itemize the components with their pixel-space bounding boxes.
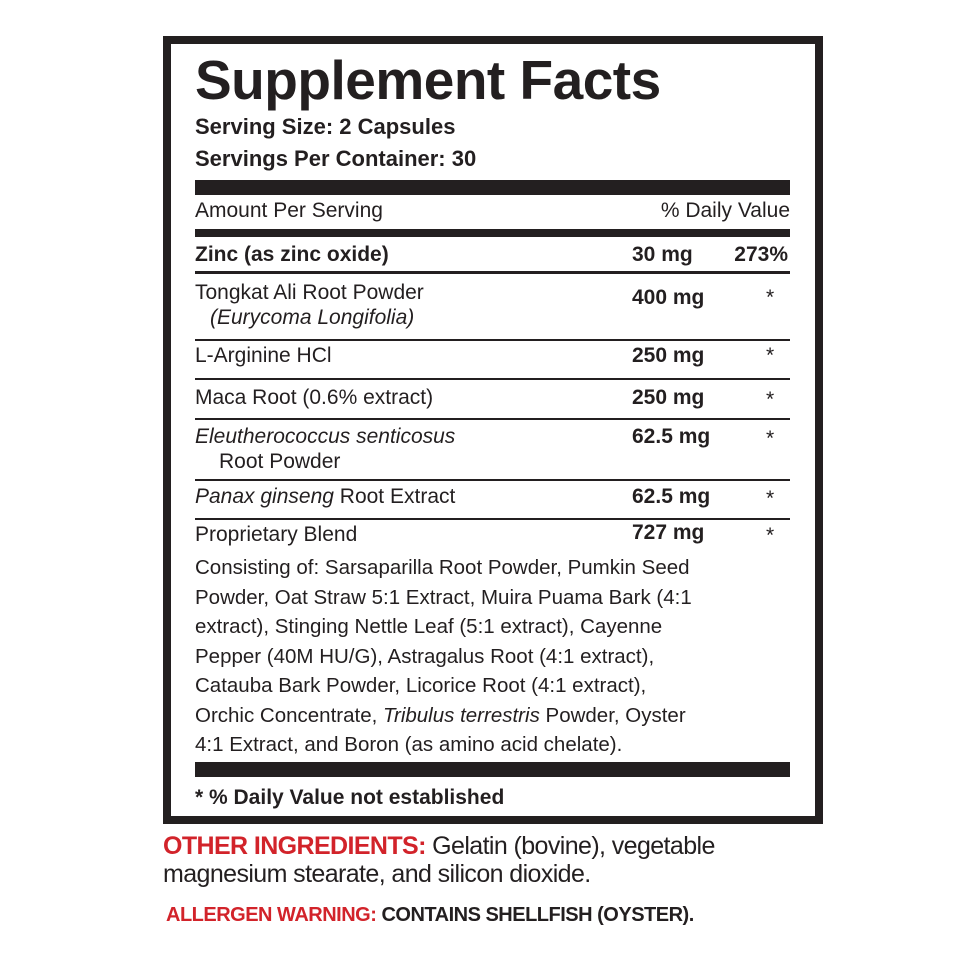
ingredient-name: Maca Root (0.6% extract) (195, 386, 434, 409)
serving-size: Serving Size: 2 Capsules (195, 114, 456, 139)
ingredient-amount: 400 mg (632, 286, 705, 309)
divider-thick (195, 762, 790, 777)
zinc-name: Zinc (as zinc oxide) (195, 243, 389, 266)
divider-thick (195, 180, 790, 195)
proprietary-blend-contents: Consisting of: Sarsaparilla Root Powder,… (195, 556, 692, 756)
row-divider (195, 339, 790, 341)
ingredient-dv: * (766, 524, 775, 547)
ingredient-dv: * (766, 286, 775, 309)
ingredient-amount: 250 mg (632, 386, 705, 409)
ingredient-amount: 250 mg (632, 344, 705, 367)
row-divider (195, 479, 790, 481)
amount-per-serving-header: Amount Per Serving (195, 199, 383, 222)
ingredient-dv: * (766, 344, 775, 367)
daily-value-header: % Daily Value (660, 199, 790, 222)
servings-per-container: Servings Per Container: 30 (195, 146, 477, 171)
ingredient-name: L-Arginine HCl (195, 344, 332, 367)
row-divider (195, 271, 790, 274)
supplement-facts-panel (163, 36, 823, 824)
ingredient-subname: (Eurycoma Longifolia) (210, 306, 415, 329)
other-ingredients-line2: magnesium stearate, and silicon dioxide. (163, 860, 591, 888)
ingredient-name: Tongkat Ali Root Powder (195, 281, 424, 304)
ingredient-amount: 62.5 mg (632, 425, 711, 448)
zinc-amount: 30 mg (632, 243, 693, 266)
row-divider (195, 378, 790, 380)
ingredient-subname: Root Powder (219, 450, 341, 473)
panel-title: Supplement Facts (195, 49, 661, 111)
zinc-dv: 273% (734, 243, 788, 266)
divider-medium (195, 229, 790, 237)
ingredient-name: Panax ginseng Root Extract (195, 485, 456, 508)
ingredient-name: Proprietary Blend (195, 523, 358, 546)
ingredient-amount: 727 mg (632, 521, 705, 544)
allergen-warning: ALLERGEN WARNING: CONTAINS SHELLFISH (OY… (166, 904, 694, 926)
row-divider (195, 418, 790, 420)
ingredient-dv: * (766, 388, 775, 411)
ingredient-dv: * (766, 427, 775, 450)
ingredient-name: Eleutherococcus senticosus (195, 425, 456, 448)
ingredient-dv: * (766, 487, 775, 510)
other-ingredients: OTHER INGREDIENTS: Gelatin (bovine), veg… (163, 832, 715, 860)
ingredient-amount: 62.5 mg (632, 485, 711, 508)
footnote: * % Daily Value not established (195, 786, 505, 809)
row-divider (195, 518, 790, 520)
